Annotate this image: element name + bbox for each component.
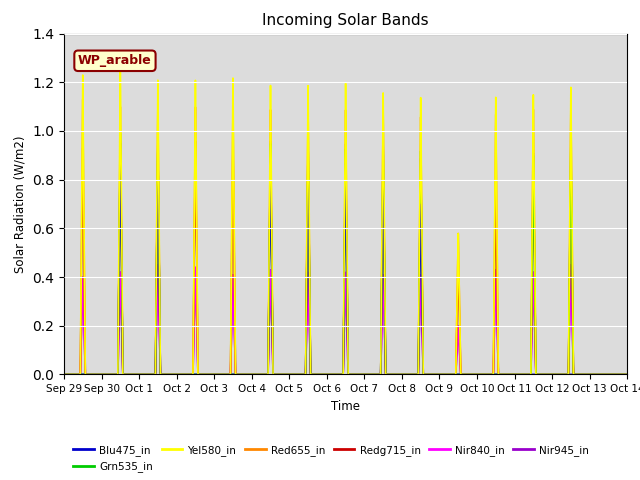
Blu475_in — [358, 372, 365, 377]
Blu475_in — [623, 372, 631, 377]
Blu475_in — [548, 372, 556, 377]
Line: Red655_in: Red655_in — [64, 99, 627, 374]
Blu475_in — [60, 372, 68, 377]
Legend: Blu475_in, Grn535_in, Yel580_in, Red655_in, Redg715_in, Nir840_in, Nir945_in: Blu475_in, Grn535_in, Yel580_in, Red655_… — [69, 441, 593, 476]
Red655_in — [79, 96, 86, 102]
Blu475_in — [195, 372, 203, 377]
Line: Nir840_in: Nir840_in — [64, 265, 627, 374]
Grn535_in — [122, 372, 129, 377]
Red655_in — [623, 372, 631, 377]
Nir945_in — [78, 308, 86, 313]
Redg715_in — [548, 372, 556, 377]
Yel580_in — [623, 372, 631, 377]
Nir945_in — [567, 262, 575, 268]
Line: Grn535_in: Grn535_in — [64, 133, 627, 374]
Redg715_in — [116, 138, 124, 144]
Red655_in — [548, 372, 556, 377]
Line: Nir945_in: Nir945_in — [64, 265, 627, 374]
Grn535_in — [358, 372, 365, 377]
Yel580_in — [60, 372, 68, 377]
Red655_in — [195, 372, 203, 377]
Nir840_in — [623, 372, 631, 377]
Blu475_in — [78, 372, 86, 377]
Redg715_in — [184, 372, 191, 377]
Grn535_in — [623, 372, 631, 377]
Yel580_in — [122, 372, 129, 377]
Blu475_in — [116, 141, 124, 146]
Nir840_in — [195, 372, 203, 377]
Nir945_in — [358, 372, 365, 377]
Nir840_in — [122, 372, 129, 377]
Red655_in — [60, 372, 68, 377]
Nir840_in — [78, 308, 86, 313]
Yel580_in — [195, 372, 203, 377]
Nir840_in — [60, 372, 68, 377]
Nir945_in — [548, 372, 556, 377]
Title: Incoming Solar Bands: Incoming Solar Bands — [262, 13, 429, 28]
Grn535_in — [184, 372, 191, 377]
Yel580_in — [78, 176, 86, 181]
Nir945_in — [60, 372, 68, 377]
Blu475_in — [184, 372, 191, 377]
Red655_in — [358, 372, 365, 377]
Line: Redg715_in: Redg715_in — [64, 141, 627, 374]
Grn535_in — [116, 131, 124, 136]
Text: WP_arable: WP_arable — [78, 54, 152, 67]
Yel580_in — [358, 372, 365, 377]
Nir945_in — [184, 372, 191, 377]
Line: Yel580_in: Yel580_in — [64, 58, 627, 374]
Red655_in — [122, 372, 129, 377]
Redg715_in — [195, 372, 203, 377]
Nir840_in — [358, 372, 365, 377]
Grn535_in — [548, 372, 556, 377]
Blu475_in — [122, 372, 129, 377]
Grn535_in — [195, 372, 203, 377]
Redg715_in — [122, 372, 129, 377]
Nir840_in — [184, 372, 191, 377]
X-axis label: Time: Time — [331, 400, 360, 413]
Y-axis label: Solar Radiation (W/m2): Solar Radiation (W/m2) — [13, 135, 27, 273]
Nir945_in — [122, 372, 129, 377]
Nir840_in — [548, 372, 556, 377]
Grn535_in — [78, 372, 86, 377]
Nir945_in — [623, 372, 631, 377]
Nir840_in — [567, 262, 575, 268]
Line: Blu475_in: Blu475_in — [64, 144, 627, 374]
Redg715_in — [60, 372, 68, 377]
Yel580_in — [548, 372, 556, 377]
Red655_in — [78, 192, 86, 197]
Redg715_in — [358, 372, 365, 377]
Redg715_in — [623, 372, 631, 377]
Redg715_in — [78, 224, 86, 229]
Nir945_in — [195, 372, 203, 377]
Yel580_in — [184, 372, 191, 377]
Red655_in — [184, 372, 191, 377]
Yel580_in — [116, 55, 124, 61]
Grn535_in — [60, 372, 68, 377]
